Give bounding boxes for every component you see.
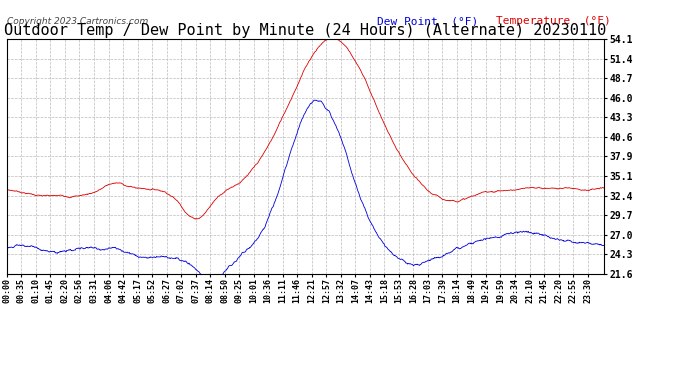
Text: Temperature  (°F): Temperature (°F) — [496, 16, 611, 27]
Title: Outdoor Temp / Dew Point by Minute (24 Hours) (Alternate) 20230110: Outdoor Temp / Dew Point by Minute (24 H… — [4, 23, 607, 38]
Text: Dew Point  (°F): Dew Point (°F) — [377, 16, 478, 27]
Text: Copyright 2023 Cartronics.com: Copyright 2023 Cartronics.com — [7, 18, 148, 27]
